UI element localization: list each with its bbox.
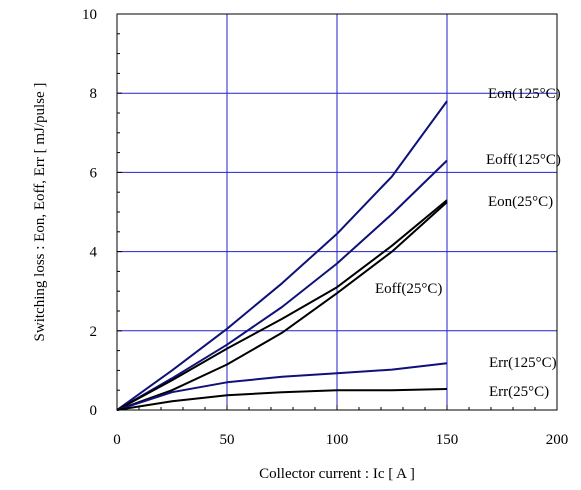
grid	[117, 14, 557, 410]
y-tick-label: 8	[90, 86, 98, 102]
series-line-5	[116, 388, 448, 411]
series-line-3	[116, 199, 448, 411]
series-label-4: Err(125°C)	[489, 355, 557, 371]
series-labels: Eon(125°C) Eoff(125°C) Eon(25°C) Eoff(25°C)…	[375, 86, 561, 400]
series-label-3: Eoff(25°C)	[375, 281, 442, 297]
series-line-4	[116, 362, 448, 411]
series-lines	[116, 100, 448, 411]
x-tick-label: 150	[436, 432, 459, 448]
series-line-0	[116, 100, 448, 411]
x-tick-label: 200	[546, 432, 569, 448]
y-tick-label: 2	[90, 324, 98, 340]
y-tick-label: 4	[90, 245, 98, 261]
series-label-5: Err(25°C)	[489, 384, 549, 400]
y-tick-label: 6	[90, 165, 98, 181]
y-axis-label: Switching loss : Eon, Eoff, Err [ mJ/pul…	[32, 83, 48, 342]
series-line-1	[116, 159, 448, 411]
series-label-0: Eon(125°C)	[488, 86, 561, 102]
series-line-2	[116, 201, 448, 411]
series-label-1: Eoff(125°C)	[486, 152, 561, 168]
x-tick-label: 50	[220, 432, 235, 448]
x-tick-label: 100	[326, 432, 349, 448]
axis-ticks: 0 50 100 150 200 0 2 4 6 8 10	[82, 7, 568, 448]
x-axis-label: Collector current : Ic [ A ]	[259, 466, 415, 482]
x-tick-label: 0	[113, 432, 121, 448]
series-label-2: Eon(25°C)	[488, 194, 553, 210]
y-tick-label: 0	[90, 403, 98, 419]
y-tick-label: 10	[82, 7, 97, 23]
